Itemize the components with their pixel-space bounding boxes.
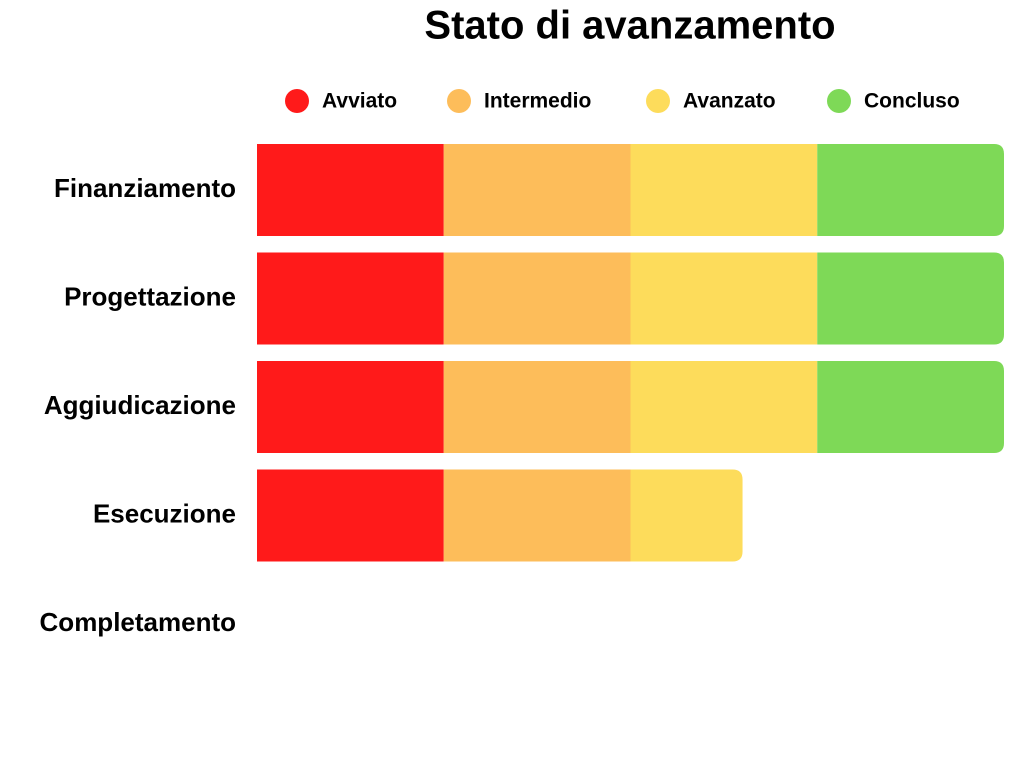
legend-marker	[447, 89, 471, 113]
bar-segment	[630, 144, 818, 236]
legend-label: Avviato	[322, 90, 397, 113]
bar-segment	[257, 361, 444, 453]
bar-segment	[817, 252, 1004, 345]
bar-segment	[630, 361, 818, 453]
legend-marker	[646, 89, 670, 113]
bar-segment	[443, 469, 631, 562]
legend-label: Intermedio	[484, 90, 591, 113]
legend-marker	[285, 89, 309, 113]
legend-marker	[827, 89, 851, 113]
category-label: Progettazione	[64, 281, 236, 311]
category-label: Finanziamento	[54, 173, 236, 203]
category-label: Completamento	[40, 607, 236, 637]
category-label: Esecuzione	[93, 498, 236, 528]
bar-segment	[817, 361, 1004, 453]
bar-segment	[257, 144, 444, 236]
bar-segment	[257, 252, 444, 345]
bar-segment	[257, 469, 444, 562]
legend-label: Concluso	[864, 90, 960, 113]
legend-label: Avanzato	[683, 90, 776, 113]
bar-segment	[817, 144, 1004, 236]
chart-title: Stato di avanzamento	[424, 4, 835, 48]
category-label: Aggiudicazione	[44, 390, 236, 420]
bar-segment	[630, 469, 743, 562]
bar-segment	[443, 361, 631, 453]
bar-segment	[630, 252, 818, 345]
bar-segment	[443, 144, 631, 236]
bar-segment	[443, 252, 631, 345]
